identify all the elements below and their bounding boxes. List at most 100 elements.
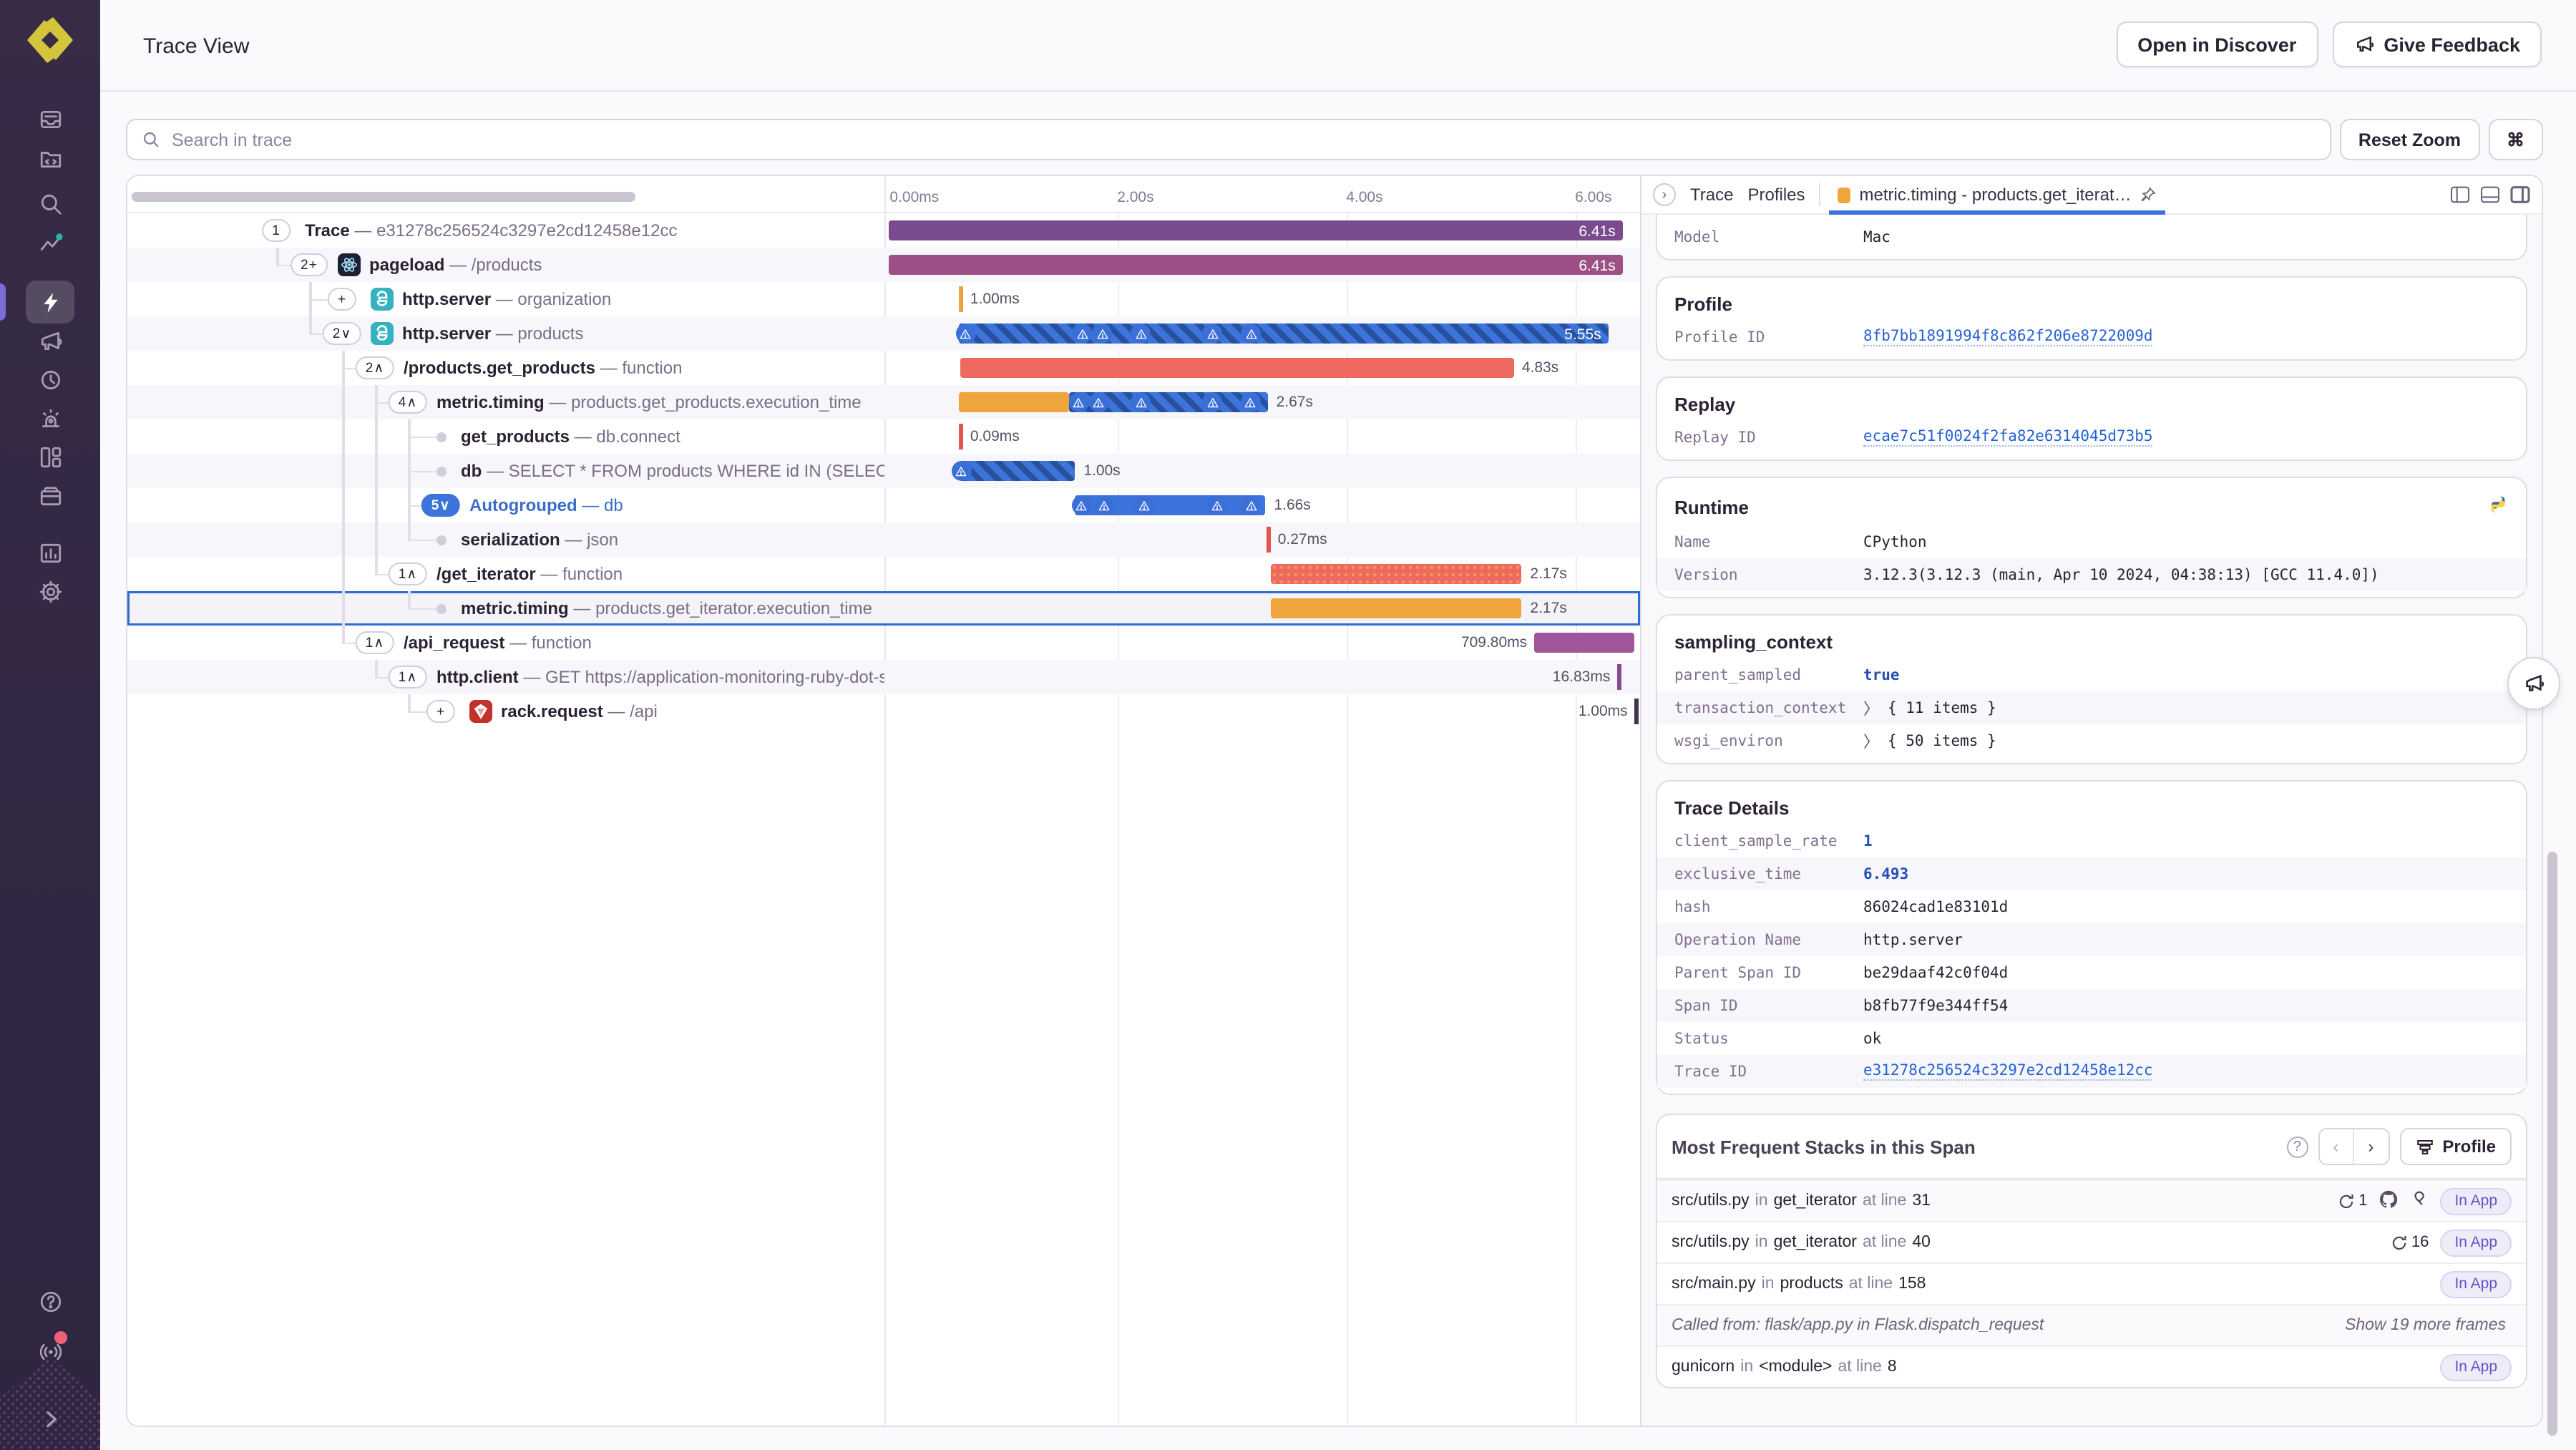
next-page-icon[interactable]: › bbox=[2353, 1129, 2389, 1164]
stack-frame-row[interactable]: src/utils.py in get_iterator at line 31 1 In A… bbox=[1657, 1179, 2526, 1221]
github-icon[interactable] bbox=[2379, 1189, 2399, 1213]
span-duration-bar[interactable] bbox=[888, 220, 1623, 240]
error-warning-icon[interactable] bbox=[955, 323, 976, 344]
span-row-metric-timing[interactable]: 4∧ metric.timing — products.get_products.… bbox=[127, 385, 1640, 419]
error-warning-icon[interactable] bbox=[1202, 323, 1223, 344]
sidebar-item-whats-new-broadcast[interactable] bbox=[26, 1333, 74, 1370]
sidebar-item-alerts-siren[interactable] bbox=[26, 399, 74, 437]
error-warning-icon[interactable] bbox=[1240, 392, 1261, 412]
span-row-http-client[interactable]: 1∧ http.client — GET https://application-… bbox=[127, 660, 1640, 694]
layout-right-panel-icon[interactable] bbox=[2510, 186, 2530, 203]
span-children-pill[interactable]: 4∧ bbox=[388, 391, 428, 414]
kv-value-link[interactable]: e31278c256524c3297e2cd12458e12cc bbox=[1863, 1062, 2153, 1081]
span-row-http-server[interactable]: 2∨ http.server — products 5.55s bbox=[127, 316, 1640, 351]
tab-active-span[interactable]: metric.timing - products.get_iterat… bbox=[1829, 176, 2166, 215]
expand-chevron-icon[interactable]: 〉 bbox=[1863, 732, 1879, 751]
span-children-pill[interactable]: 2∨ bbox=[322, 322, 362, 345]
prev-page-icon[interactable]: ‹ bbox=[2319, 1129, 2354, 1164]
sidebar-item-insights-chart[interactable] bbox=[26, 223, 74, 261]
error-warning-icon[interactable] bbox=[1088, 392, 1109, 412]
span-children-pill[interactable]: 5∨ bbox=[421, 494, 461, 517]
open-in-discover-button[interactable]: Open in Discover bbox=[2116, 21, 2318, 67]
sidebar-item-releases-archive[interactable] bbox=[26, 477, 74, 514]
span-duration-tick[interactable] bbox=[959, 424, 963, 449]
search-input[interactable]: Search in trace bbox=[126, 119, 2331, 160]
collapse-panel-icon[interactable]: › bbox=[1653, 183, 1676, 206]
sidebar-item-settings-gear[interactable] bbox=[26, 573, 74, 610]
span-row--get-iterator[interactable]: 1∧ /get_iterator — function 2.17s bbox=[127, 557, 1640, 591]
layout-bottom-panel-icon[interactable] bbox=[2480, 186, 2500, 203]
span-row-get-products[interactable]: get_products — db.connect 0.09ms bbox=[127, 419, 1640, 454]
span-duration-bar[interactable] bbox=[1068, 392, 1269, 412]
sidebar-item-issues[interactable] bbox=[26, 100, 74, 137]
span-row-db[interactable]: db — SELECT * FROM products WHERE id IN … bbox=[127, 454, 1640, 488]
give-feedback-button[interactable]: Give Feedback bbox=[2332, 21, 2542, 67]
expand-chevron-icon[interactable]: 〉 bbox=[1863, 699, 1879, 718]
error-warning-icon[interactable] bbox=[1131, 392, 1151, 412]
stacktrace-link-icon[interactable] bbox=[2410, 1189, 2429, 1212]
names-timeline-divider[interactable] bbox=[884, 176, 886, 1426]
span-duration-tick[interactable] bbox=[1617, 664, 1621, 690]
show-more-frames-link[interactable]: Show 19 more frames bbox=[2345, 1317, 2506, 1334]
span-row-trace[interactable]: 1 Trace — e31278c256524c3297e2cd12458e12c… bbox=[127, 213, 1640, 248]
tab-trace[interactable]: Trace bbox=[1690, 185, 1734, 205]
span-duration-bar[interactable] bbox=[951, 461, 1075, 481]
span-duration-bar[interactable] bbox=[888, 255, 1623, 275]
error-warning-icon[interactable] bbox=[1241, 323, 1262, 344]
span-children-pill[interactable]: 1∧ bbox=[388, 563, 428, 585]
kv-value-link[interactable]: ecae7c51f0024f2fa82e6314045d73b5 bbox=[1863, 428, 2153, 447]
sidebar-item-help[interactable] bbox=[26, 1283, 74, 1320]
span-children-pill[interactable]: 1 bbox=[262, 219, 291, 242]
sidebar-item-traces-bolt[interactable] bbox=[26, 281, 74, 323]
error-warning-icon[interactable] bbox=[1071, 495, 1092, 515]
span-row-metric-timing[interactable]: metric.timing — products.get_iterator.ex… bbox=[127, 591, 1640, 626]
span-children-pill[interactable]: + bbox=[426, 700, 456, 723]
profile-button[interactable]: Profile bbox=[2399, 1128, 2512, 1165]
span-duration-tick[interactable] bbox=[959, 286, 963, 312]
stack-frame-row[interactable]: src/utils.py in get_iterator at line 40 16 In … bbox=[1657, 1221, 2526, 1262]
span-duration-bar[interactable] bbox=[1534, 633, 1634, 653]
sidebar-item-search[interactable] bbox=[26, 185, 74, 222]
span-duration-bar[interactable] bbox=[960, 358, 1514, 378]
span-children-pill[interactable]: + bbox=[327, 288, 357, 311]
stacks-pager[interactable]: ‹ › bbox=[2318, 1128, 2390, 1165]
span-duration-tick[interactable] bbox=[1267, 527, 1271, 553]
error-warning-icon[interactable] bbox=[1241, 495, 1262, 515]
stack-frame-row[interactable]: gunicorn in <module> at line 8 In App bbox=[1657, 1346, 2526, 1387]
sidebar-item-dashboards[interactable] bbox=[26, 438, 74, 475]
span-duration-bar[interactable] bbox=[959, 392, 1069, 412]
span-row-serialization[interactable]: serialization — json 0.27ms bbox=[127, 522, 1640, 557]
tab-profiles[interactable]: Profiles bbox=[1747, 185, 1805, 205]
span-duration-bar[interactable] bbox=[1071, 495, 1265, 515]
reset-zoom-button[interactable]: Reset Zoom bbox=[2339, 119, 2479, 160]
sidebar-item-stats[interactable] bbox=[26, 534, 74, 571]
sidebar-item-feedback-megaphone[interactable] bbox=[26, 322, 74, 359]
span-duration-bar[interactable] bbox=[1271, 564, 1521, 584]
span-row--api-request[interactable]: 1∧ /api_request — function 709.80ms bbox=[127, 626, 1640, 660]
sidebar-item-expand-chevron[interactable] bbox=[26, 1400, 74, 1437]
help-icon[interactable]: ? bbox=[2286, 1136, 2308, 1157]
error-warning-icon[interactable] bbox=[1092, 323, 1113, 344]
span-children-pill[interactable]: 2∧ bbox=[355, 356, 395, 379]
span-row-http-server[interactable]: + http.server — organization 1.00ms bbox=[127, 282, 1640, 316]
error-warning-icon[interactable] bbox=[1072, 323, 1093, 344]
sidebar-item-projects[interactable] bbox=[26, 139, 74, 176]
span-duration-bar[interactable] bbox=[1271, 598, 1521, 618]
layout-left-panel-icon[interactable] bbox=[2450, 186, 2470, 203]
error-warning-icon[interactable] bbox=[1068, 392, 1089, 412]
spans-horizontal-scrollbar[interactable] bbox=[132, 192, 635, 202]
error-warning-icon[interactable] bbox=[951, 461, 972, 481]
span-duration-bar[interactable] bbox=[955, 323, 1609, 344]
span-children-pill[interactable]: 1∧ bbox=[388, 666, 428, 688]
error-warning-icon[interactable] bbox=[1206, 495, 1227, 515]
error-warning-icon[interactable] bbox=[1134, 495, 1155, 515]
shortcuts-button[interactable]: ⌘ bbox=[2488, 119, 2543, 160]
sentry-logo[interactable] bbox=[23, 13, 77, 67]
span-row-pageload[interactable]: 2+ pageload — /products 6.41s bbox=[127, 248, 1640, 282]
stack-frame-row[interactable]: src/main.py in products at line 158 In App bbox=[1657, 1262, 2526, 1304]
span-children-pill[interactable]: 2+ bbox=[291, 253, 328, 276]
details-vertical-scrollbar[interactable] bbox=[2547, 852, 2557, 1436]
error-warning-icon[interactable] bbox=[1094, 495, 1115, 515]
error-warning-icon[interactable] bbox=[1131, 323, 1151, 344]
called-from-row[interactable]: Called from: flask/app.py in Flask.dispa… bbox=[1657, 1304, 2526, 1346]
